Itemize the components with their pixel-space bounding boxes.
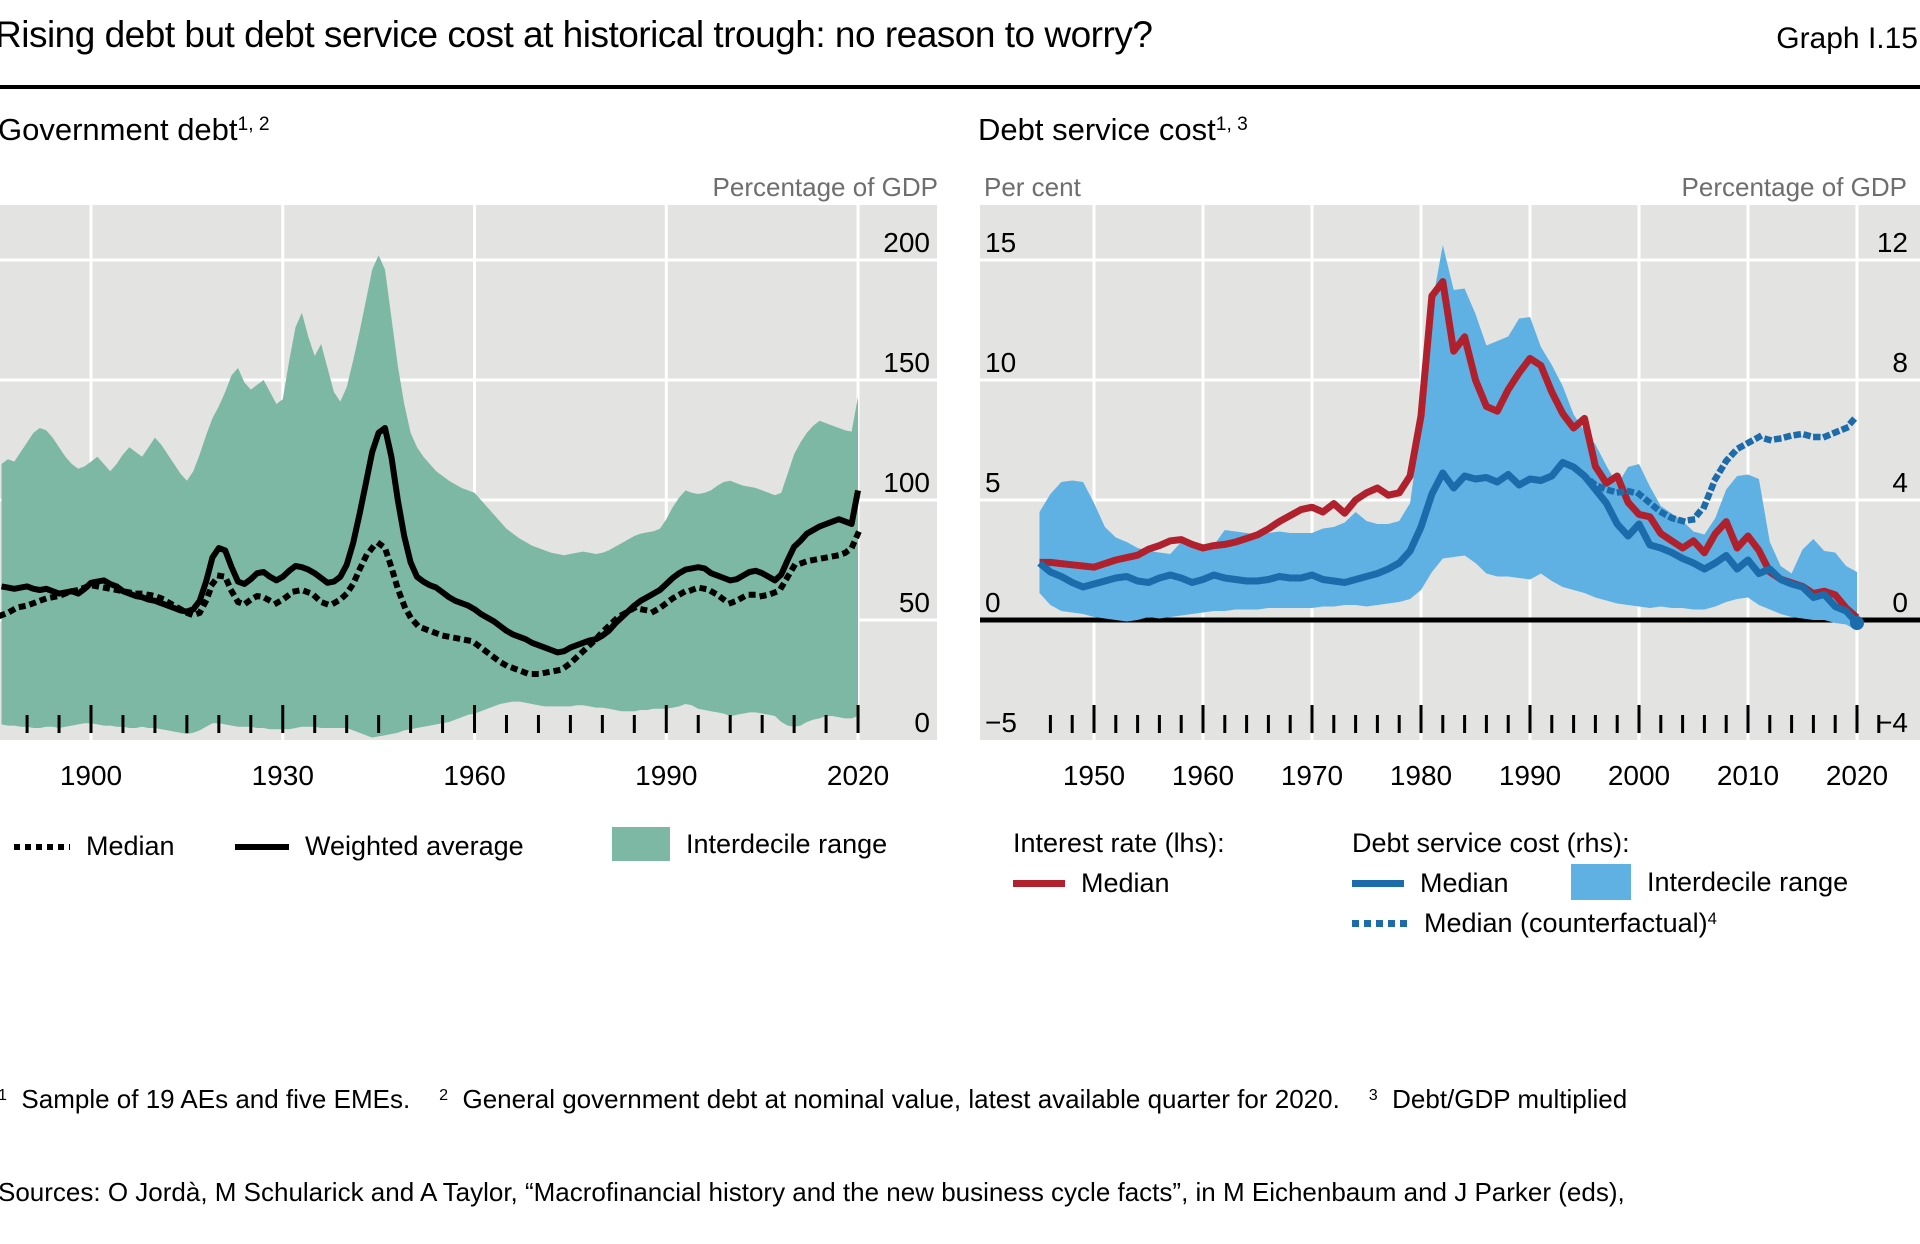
y-axis-label: 0 bbox=[914, 707, 930, 738]
y-axis-label: 150 bbox=[883, 347, 930, 378]
y-axis-label: 200 bbox=[883, 227, 930, 258]
legend-item-interest-median: Median bbox=[1013, 868, 1170, 899]
footnote-marker: 3 bbox=[1368, 1085, 1378, 1104]
government-debt-chart: 0 50 100 150 200 1900 1930 1960 1990 2020 bbox=[0, 205, 937, 791]
footnote-line: 1 Sample of 19 AEs and five EMEs. 2 Gene… bbox=[0, 1074, 1920, 1129]
blue-line-icon bbox=[1352, 880, 1404, 887]
left-panel-heading-text: Government debt bbox=[0, 112, 238, 147]
lightblue-band-swatch-icon bbox=[1571, 864, 1631, 900]
legend-label: Interdecile range bbox=[686, 828, 888, 859]
interest-rate-median-line bbox=[1039, 278, 1860, 621]
legend-item-interdecile-range: Interdecile range bbox=[612, 827, 887, 861]
legend-item-median: Median bbox=[14, 831, 175, 862]
legend-label: Median bbox=[86, 831, 175, 861]
legend-label: Median (counterfactual)4 bbox=[1424, 908, 1717, 939]
debt-service-median-line bbox=[1037, 459, 1860, 626]
left-panel-heading: Government debt1, 2 bbox=[0, 112, 270, 148]
median-line bbox=[0, 529, 862, 677]
text-run: General government debt at nominal value… bbox=[448, 1084, 1369, 1114]
source-line: Sources: O Jordà, M Schularick and A Tay… bbox=[0, 1170, 1920, 1215]
legend-label-text: Median (counterfactual) bbox=[1424, 908, 1708, 938]
legend-item-dsc-counterfactual: Median (counterfactual)4 bbox=[1352, 908, 1717, 939]
rhs-axis-label: −4 bbox=[1876, 707, 1908, 738]
right-panel-heading-sup: 1, 3 bbox=[1215, 114, 1248, 136]
interdecile-range-area bbox=[1, 255, 858, 738]
right-panel-lhs-unit-label: Per cent bbox=[984, 172, 1081, 202]
dotted-black-line-icon bbox=[14, 843, 70, 850]
legend-item-dsc-interdecile: Interdecile range bbox=[1571, 864, 1848, 900]
text-run: Sample of 19 AEs and five EMEs. bbox=[6, 1084, 440, 1114]
debt-service-cost-chart: −5 0 5 10 15 −4 0 4 8 12 1950 1960 1970 1980 1990 2000 2… bbox=[980, 205, 1920, 791]
legend-item-dsc-median: Median bbox=[1352, 868, 1509, 899]
footnotes: 1 Sample of 19 AEs and five EMEs. 2 Gene… bbox=[0, 972, 1920, 1244]
footnote-marker: 1 bbox=[0, 1085, 7, 1104]
x-axis-label: 1960 bbox=[1172, 760, 1234, 791]
rhs-axis-label: 8 bbox=[1892, 347, 1908, 378]
graph-number: Graph I.15 bbox=[1776, 22, 1918, 55]
x-axis-label: 2000 bbox=[1608, 760, 1670, 791]
text-run: Debt/GDP multiplied bbox=[1377, 1084, 1628, 1114]
x-axis-label: 1970 bbox=[1281, 760, 1343, 791]
x-axis-label: 1950 bbox=[1063, 760, 1125, 791]
x-axis-label: 2020 bbox=[827, 760, 889, 791]
y-axis-label: 50 bbox=[899, 587, 930, 618]
series-end-dot bbox=[1850, 616, 1864, 630]
rhs-axis-label: 0 bbox=[1892, 587, 1908, 618]
right-panel-heading: Debt service cost1, 3 bbox=[978, 112, 1248, 148]
x-axis-label: 1900 bbox=[60, 760, 122, 791]
legend-label: Weighted average bbox=[305, 831, 524, 861]
lhs-axis-label: 15 bbox=[985, 227, 1016, 258]
legend-header-interest-rate: Interest rate (lhs): bbox=[1013, 828, 1225, 858]
left-panel-unit-label: Percentage of GDP bbox=[712, 172, 938, 202]
sources: Sources: O Jordà, M Schularick and A Tay… bbox=[0, 1080, 1920, 1244]
text-run: Median debt service if nominal interest … bbox=[725, 1241, 1588, 1244]
x-axis-label: 1980 bbox=[1390, 760, 1452, 791]
footnote-line: by the simple average of short- and long… bbox=[0, 1231, 1920, 1244]
title-rule bbox=[0, 85, 1920, 89]
footnote-marker: 4 bbox=[716, 1243, 725, 1244]
lhs-axis-label: −5 bbox=[985, 707, 1017, 738]
x-axis-label: 1990 bbox=[1499, 760, 1561, 791]
rhs-axis-label: 4 bbox=[1892, 467, 1908, 498]
lhs-axis-label: 0 bbox=[985, 587, 1001, 618]
legend-label-sup: 4 bbox=[1707, 908, 1717, 928]
legend-label: Median bbox=[1081, 868, 1170, 898]
interdecile-range-area bbox=[1039, 245, 1857, 631]
left-panel-heading-sup: 1, 2 bbox=[237, 114, 270, 136]
rhs-axis-label: 12 bbox=[1877, 227, 1908, 258]
legend-label: Interdecile range bbox=[1647, 866, 1849, 897]
legend-label: Median bbox=[1420, 868, 1509, 898]
lhs-axis-label: 5 bbox=[985, 467, 1001, 498]
x-axis-label: 1930 bbox=[252, 760, 314, 791]
red-line-icon bbox=[1013, 880, 1065, 887]
x-axis-label: 2020 bbox=[1826, 760, 1888, 791]
green-band-swatch-icon bbox=[612, 827, 670, 861]
text-run: Sources: O Jordà, M Schularick and A Tay… bbox=[0, 1177, 1625, 1207]
lhs-axis-label: 10 bbox=[985, 347, 1016, 378]
legend-header-debt-service-cost: Debt service cost (rhs): bbox=[1352, 828, 1630, 858]
right-panel-rhs-unit-label: Percentage of GDP bbox=[1681, 172, 1907, 202]
dotted-blue-line-icon bbox=[1352, 920, 1408, 927]
text-run: by the simple average of short- and long… bbox=[0, 1241, 716, 1244]
y-axis-label: 100 bbox=[883, 467, 930, 498]
x-axis-label: 1960 bbox=[443, 760, 505, 791]
footnote-marker: 2 bbox=[439, 1085, 449, 1104]
weighted-average-line bbox=[0, 425, 861, 656]
solid-black-line-icon bbox=[235, 843, 289, 850]
right-panel-heading-text: Debt service cost bbox=[978, 112, 1216, 147]
x-axis-label: 2010 bbox=[1717, 760, 1779, 791]
counterfactual-median-line bbox=[1579, 411, 1862, 525]
page-title: Rising debt but debt service cost at his… bbox=[0, 14, 1153, 55]
legend-item-weighted-average: Weighted average bbox=[235, 831, 524, 862]
x-axis-label: 1990 bbox=[635, 760, 697, 791]
